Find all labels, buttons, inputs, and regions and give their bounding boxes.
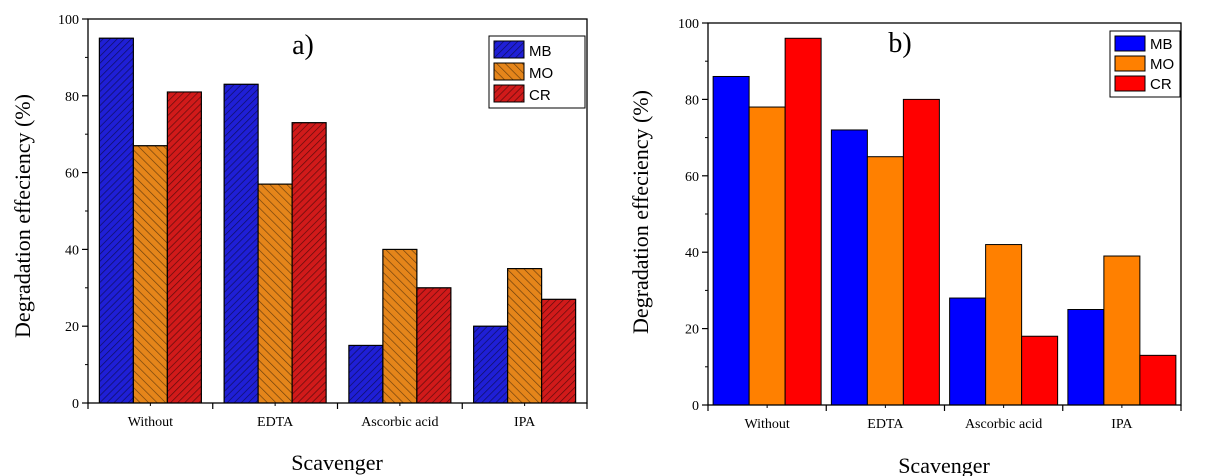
y-axis: 0 20 40 60 80 100 xyxy=(678,17,708,414)
x-tick-label: EDTA xyxy=(867,417,904,432)
x-tick-label: IPA xyxy=(514,415,536,430)
bar-mo-3 xyxy=(1103,255,1141,406)
legend-swatch-hatch xyxy=(493,62,525,81)
legend-swatch-cr xyxy=(1114,75,1146,92)
y-tick-label: 60 xyxy=(65,167,79,182)
chart-panel-a: Degradation effeciency (%) Scavenger a) … xyxy=(10,13,588,475)
y-tick-label: 20 xyxy=(685,323,699,338)
bars xyxy=(98,37,577,404)
legend-swatch-hatch xyxy=(493,84,525,103)
y-tick-label: 40 xyxy=(685,246,699,261)
bar-mb-3 xyxy=(1067,309,1105,406)
legend-label-mo: MO xyxy=(529,65,553,82)
bar-cr-0 xyxy=(784,37,822,406)
bar-mo-1 xyxy=(866,156,904,406)
bar-hatch-mo-2 xyxy=(382,248,418,404)
bar-hatch-mb-3 xyxy=(473,325,509,404)
bar-hatch-cr-0 xyxy=(166,91,202,404)
y-tick-label: 0 xyxy=(72,397,79,412)
chart-panel-b: Degradation effeciency (%) Scavenger b) … xyxy=(628,17,1182,476)
bar-mb-0 xyxy=(712,75,750,406)
y-tick-label: 80 xyxy=(685,93,699,108)
y-axis-title: Degradation effeciency (%) xyxy=(628,90,653,334)
y-tick-label: 100 xyxy=(678,17,699,32)
bar-hatch-mb-1 xyxy=(223,83,259,404)
legend-label-mo: MO xyxy=(1150,56,1174,73)
x-axis: Without EDTA Ascorbic acid IPA xyxy=(707,405,1182,432)
bar-mb-2 xyxy=(949,297,987,406)
legend-label-cr: CR xyxy=(1150,76,1172,93)
x-axis-title: Scavenger xyxy=(898,453,990,476)
legend-label-mb: MB xyxy=(1150,36,1173,53)
y-tick-label: 80 xyxy=(65,90,79,105)
x-axis: Without EDTA Ascorbic acid IPA xyxy=(87,403,588,430)
legend-label-mb: MB xyxy=(529,43,552,60)
bar-hatch-cr-2 xyxy=(416,287,452,404)
y-axis: 0 20 40 60 80 100 xyxy=(58,13,88,412)
y-tick-label: 40 xyxy=(65,243,79,258)
x-axis-title: Scavenger xyxy=(291,450,383,475)
x-tick-label: Without xyxy=(744,417,789,432)
bar-mo-0 xyxy=(748,106,786,406)
y-axis-title: Degradation effeciency (%) xyxy=(10,94,35,338)
x-tick-label: Without xyxy=(128,415,173,430)
legend-swatch-hatch xyxy=(493,40,525,59)
panel-label: b) xyxy=(888,28,911,59)
y-tick-label: 20 xyxy=(65,320,79,335)
bar-mo-2 xyxy=(985,244,1023,406)
bars xyxy=(712,37,1177,406)
bar-hatch-mo-1 xyxy=(257,183,293,404)
x-tick-label: IPA xyxy=(1111,417,1133,432)
legend: MB MO CR xyxy=(1109,30,1181,98)
bar-cr-2 xyxy=(1021,335,1059,406)
x-tick-label: Ascorbic acid xyxy=(965,417,1042,432)
bar-hatch-cr-1 xyxy=(291,122,327,404)
bar-hatch-mb-0 xyxy=(98,37,134,404)
y-tick-label: 100 xyxy=(58,13,79,28)
legend: MB MO CR xyxy=(488,35,586,109)
bar-hatch-mo-0 xyxy=(132,145,168,404)
bar-cr-3 xyxy=(1139,354,1177,406)
panel-label: a) xyxy=(292,30,314,61)
x-tick-label: EDTA xyxy=(257,415,294,430)
bar-mb-1 xyxy=(830,129,868,406)
legend-label-cr: CR xyxy=(529,87,551,104)
legend-swatch-mb xyxy=(1114,35,1146,52)
y-tick-label: 60 xyxy=(685,170,699,185)
bar-cr-1 xyxy=(902,98,940,406)
bar-hatch-mo-3 xyxy=(507,268,543,404)
y-tick-label: 0 xyxy=(692,399,699,414)
bar-hatch-mb-2 xyxy=(348,344,384,404)
x-tick-label: Ascorbic acid xyxy=(361,415,438,430)
bar-hatch-cr-3 xyxy=(541,298,577,404)
legend-swatch-mo xyxy=(1114,55,1146,72)
